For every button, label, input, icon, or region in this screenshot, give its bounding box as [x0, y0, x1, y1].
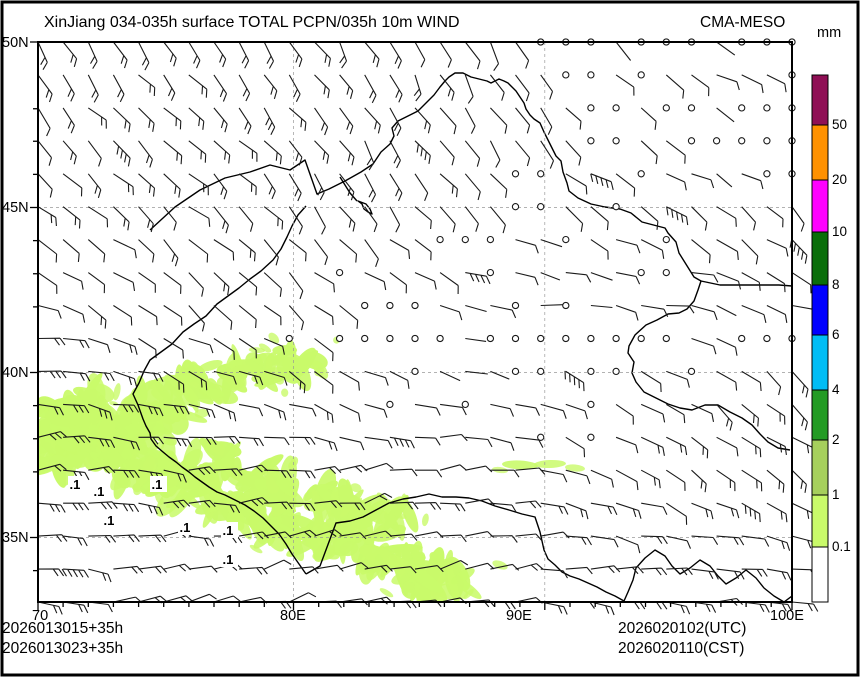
svg-text:0.1: 0.1	[832, 539, 851, 554]
svg-text:80E: 80E	[280, 608, 306, 624]
svg-text:4: 4	[832, 382, 840, 397]
svg-text:40N: 40N	[2, 365, 29, 381]
svg-text:90E: 90E	[506, 608, 532, 624]
svg-text:2026020102(UTC): 2026020102(UTC)	[618, 620, 746, 637]
svg-text:10: 10	[832, 224, 847, 239]
svg-text:2026013023+35h: 2026013023+35h	[2, 640, 123, 657]
svg-text:70: 70	[32, 608, 48, 624]
svg-text:2026020110(CST): 2026020110(CST)	[618, 640, 744, 657]
svg-text:.1: .1	[70, 477, 81, 492]
svg-text:2: 2	[832, 432, 840, 447]
svg-text:.1: .1	[104, 513, 115, 528]
svg-text:mm: mm	[817, 25, 841, 41]
svg-text:2026013015+35h: 2026013015+35h	[2, 620, 123, 637]
svg-text:6: 6	[832, 327, 840, 342]
svg-text:XinJiang 034-035h surface TOTA: XinJiang 034-035h surface TOTAL PCPN/035…	[44, 14, 460, 31]
svg-text:.1: .1	[152, 477, 163, 492]
svg-text:50: 50	[832, 117, 847, 132]
svg-text:.1: .1	[223, 552, 234, 567]
svg-text:100E: 100E	[770, 608, 804, 624]
svg-text:.1: .1	[223, 523, 234, 538]
svg-text:.1: .1	[94, 484, 105, 499]
svg-text:20: 20	[832, 172, 847, 187]
svg-text:8: 8	[832, 277, 840, 292]
svg-text:1: 1	[832, 487, 840, 502]
svg-text:50N: 50N	[2, 35, 29, 51]
svg-text:45N: 45N	[2, 200, 29, 216]
svg-text:.1: .1	[180, 520, 191, 535]
svg-text:35N: 35N	[2, 530, 29, 546]
svg-text:CMA-MESO: CMA-MESO	[700, 14, 785, 31]
